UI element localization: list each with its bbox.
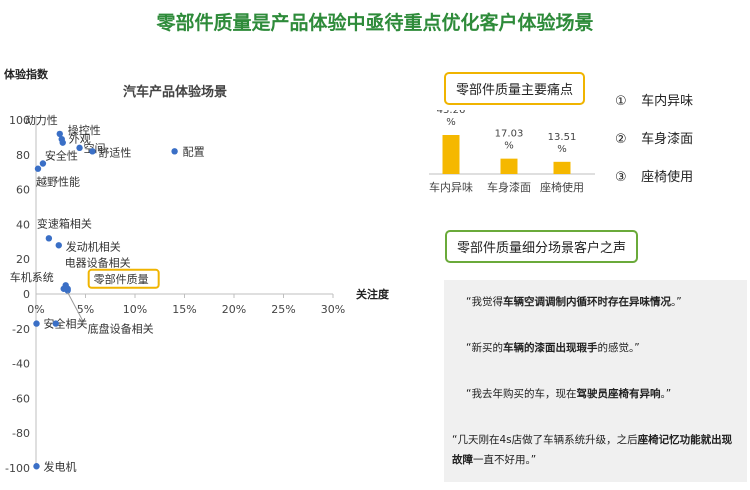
point-label: 动力性 — [25, 113, 58, 127]
highlight-box — [87, 268, 160, 289]
pain-point-text: 车身漆面 — [641, 132, 694, 147]
data-point — [45, 235, 53, 242]
pain-points-list: ① 车内异味 ② 车身漆面 ③ 座椅使用 — [615, 92, 693, 206]
point-label: 安全性 — [45, 149, 78, 163]
bar-value-label: 17.03 — [495, 129, 524, 140]
data-point — [59, 139, 66, 146]
y-tick-label: 60 — [16, 184, 30, 197]
y-tick-label: 20 — [16, 253, 30, 266]
bar-category-label: 座椅使用 — [540, 180, 584, 194]
bar — [500, 158, 518, 174]
bar-value-unit: % — [446, 117, 456, 128]
data-point — [34, 165, 42, 172]
pain-point-item: ② 车身漆面 — [615, 130, 693, 168]
bar — [442, 135, 460, 174]
point-label: 操控性 — [68, 123, 101, 137]
data-point — [76, 144, 83, 152]
pain-point-item: ③ 座椅使用 — [615, 168, 693, 206]
customer-quote: “几天刚在4s店做了车辆系统升级，之后座椅记忆功能就出现故障一直不好用。” — [452, 434, 733, 466]
data-point — [64, 287, 71, 294]
x-tick-label: 5% — [77, 303, 94, 316]
point-label: 发动机相关 — [66, 239, 121, 253]
data-point — [171, 148, 178, 155]
pain-point-text: 座椅使用 — [641, 170, 694, 185]
data-point — [39, 160, 47, 167]
bar-value-unit: % — [557, 144, 567, 155]
data-point — [33, 320, 40, 327]
pain-point-number: ① — [615, 94, 627, 109]
point-label: 舒适性 — [98, 145, 131, 159]
x-tick-label: 30% — [321, 303, 345, 316]
point-label: 发电机 — [43, 459, 76, 473]
x-tick-label: 0% — [27, 303, 44, 316]
y-tick-label: -40 — [12, 358, 30, 371]
point-label: 外观 — [69, 133, 91, 146]
customer-quotes-panel: “我觉得车辆空调调制内循环时存在异味情况。” “新买的车辆的漆面出现瑕手的感觉。… — [444, 280, 747, 482]
y-tick-label: -80 — [12, 427, 30, 440]
point-label: 配置 — [183, 145, 205, 158]
pain-point-item: ① 车内异味 — [615, 92, 693, 130]
y-axis-label: 体验指数 — [4, 67, 49, 81]
bar-category-label: 车内异味 — [429, 180, 473, 194]
bar-value-label: 13.51 — [548, 132, 577, 143]
bar-value-label: 43.26 — [437, 110, 466, 116]
data-point — [55, 242, 62, 249]
x-tick-label: 10% — [123, 303, 147, 316]
bar-value-unit: % — [504, 141, 514, 152]
data-point — [33, 463, 40, 470]
x-axis-label: 关注度 — [356, 287, 390, 301]
data-point — [56, 130, 63, 138]
data-point — [89, 148, 96, 155]
y-tick-label: -100 — [5, 462, 30, 475]
customer-quote: “新买的车辆的漆面出现瑕手的感觉。” — [466, 342, 640, 354]
customer-quote: “我觉得车辆空调调制内循环时存在异味情况。” — [466, 296, 682, 308]
point-label: 越野性能 — [36, 175, 80, 189]
point-label: 零部件质量 — [94, 272, 149, 286]
pain-point-number: ② — [615, 132, 627, 147]
point-label: 电器设备相关 — [65, 255, 131, 269]
y-tick-label: 80 — [16, 149, 30, 162]
x-tick-label: 15% — [172, 303, 196, 316]
point-label: 车机系统 — [10, 270, 54, 284]
customer-quote: “我去年购买的车，现在驾驶员座椅有异响。” — [466, 388, 672, 400]
y-tick-label: -60 — [12, 392, 30, 405]
y-tick-label: -20 — [12, 323, 30, 336]
leader-line — [67, 292, 85, 323]
y-tick-label: 0 — [23, 288, 30, 301]
chart-title: 汽车产品体验场景 — [123, 84, 227, 100]
point-label: 空间 — [84, 141, 106, 155]
point-label: 变速箱相关 — [37, 216, 92, 230]
page-title: 零部件质量是产品体验中亟待重点优化客户体验场景 — [156, 12, 594, 34]
pain-point-number: ③ — [615, 170, 627, 185]
point-label: 底盘设备相关 — [88, 322, 154, 336]
data-point — [52, 320, 59, 327]
bar-category-label: 车身漆面 — [487, 180, 531, 194]
point-label: 安全相关 — [43, 317, 87, 331]
pain-points-title: 零部件质量主要痛点 — [444, 72, 586, 105]
customer-voices-title: 零部件质量细分场景客户之声 — [445, 230, 639, 263]
bar — [553, 161, 571, 174]
y-tick-label: 40 — [16, 218, 30, 231]
y-tick-label: 100 — [9, 114, 30, 127]
pain-point-text: 车内异味 — [641, 94, 694, 109]
pain-points-bar-chart: 43.26% 车内异味 17.03% 车身漆面 13.51% 座椅使用 — [429, 110, 595, 194]
x-tick-label: 20% — [222, 303, 246, 316]
x-tick-label: 25% — [271, 303, 295, 316]
